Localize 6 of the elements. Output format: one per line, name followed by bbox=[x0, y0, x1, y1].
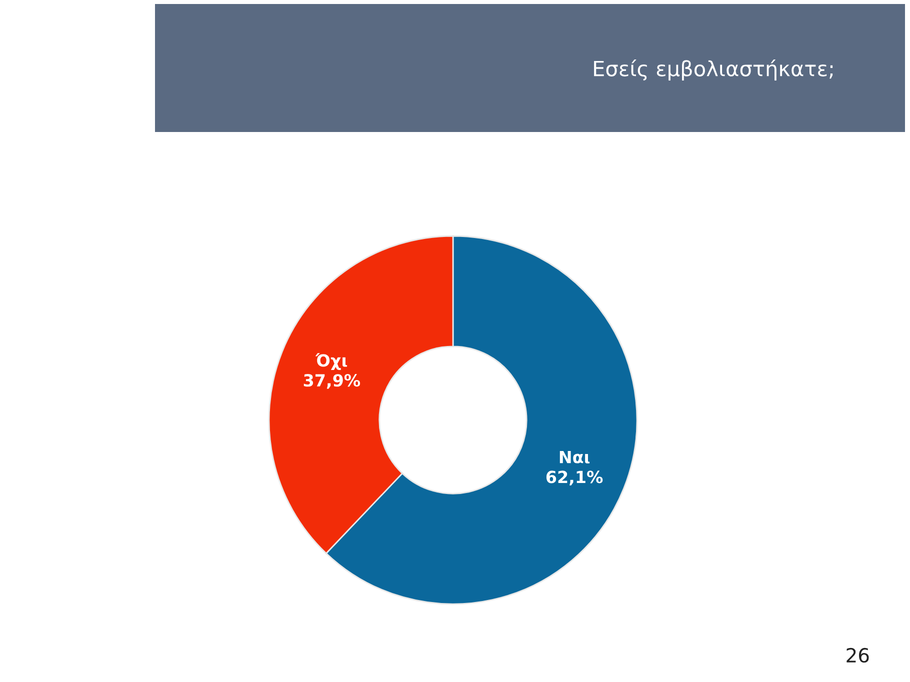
slice-label: Όχι bbox=[315, 353, 348, 370]
text: Εσείς εμβολιαστήκατε; bbox=[594, 59, 833, 81]
data-label: 62,1% bbox=[546, 470, 603, 486]
text: 26 bbox=[846, 648, 869, 663]
slice-label: Ναι bbox=[560, 450, 590, 464]
data-label: 37,9% bbox=[304, 374, 360, 389]
